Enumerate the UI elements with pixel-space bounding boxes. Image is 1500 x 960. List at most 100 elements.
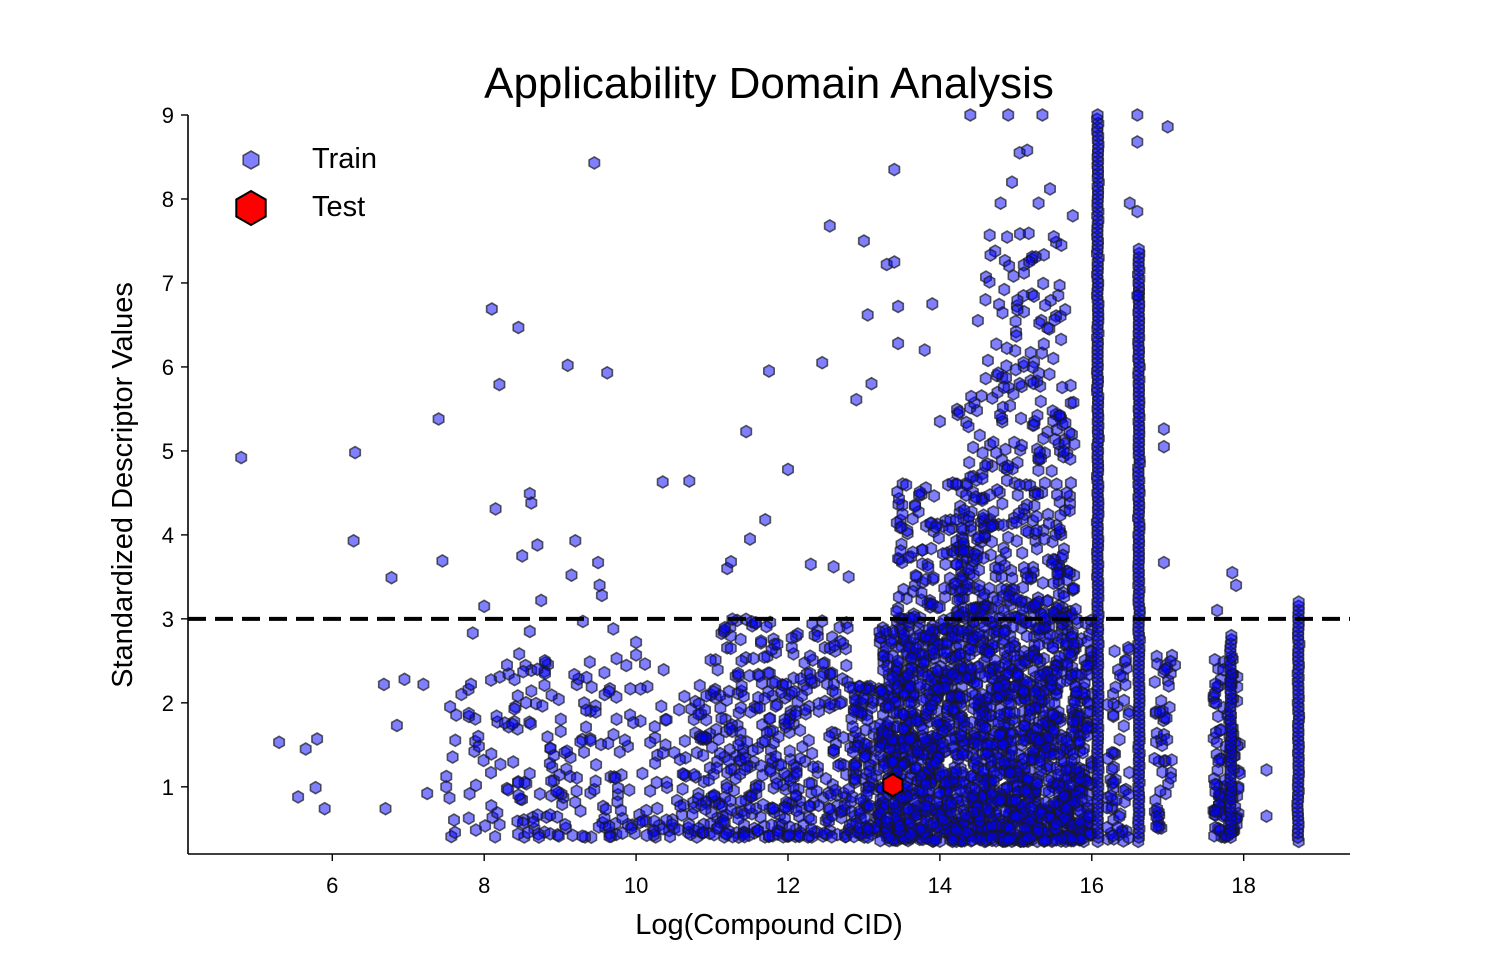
- train-point: [436, 553, 449, 568]
- train-point: [574, 734, 587, 749]
- train-point: [517, 664, 530, 679]
- train-point: [904, 679, 917, 694]
- train-point: [903, 695, 916, 710]
- train-point: [698, 703, 712, 717]
- train-point: [967, 440, 980, 455]
- train-point: [1060, 572, 1073, 587]
- x-tick-label: 18: [1231, 873, 1255, 898]
- train-point: [964, 108, 977, 122]
- train-point: [731, 666, 745, 681]
- train-point: [779, 800, 792, 815]
- legend-test-label: Test: [312, 191, 365, 223]
- train-point: [500, 658, 514, 673]
- train-point: [747, 651, 760, 666]
- train-point: [478, 599, 491, 614]
- train-point: [561, 358, 574, 373]
- train-point: [1017, 733, 1030, 748]
- train-point: [1050, 832, 1063, 847]
- train-point: [965, 769, 978, 784]
- train-point: [971, 313, 984, 328]
- train-point: [953, 405, 966, 419]
- train-point: [780, 677, 793, 692]
- train-point: [1211, 603, 1224, 618]
- train-point: [1260, 809, 1273, 824]
- train-point: [490, 709, 503, 724]
- train-point: [769, 749, 782, 764]
- train-point: [714, 701, 727, 716]
- train-point: [979, 371, 992, 386]
- train-point: [778, 811, 791, 826]
- train-point: [981, 353, 994, 368]
- x-tick-label: 16: [1080, 873, 1104, 898]
- train-point: [984, 519, 998, 534]
- train-point: [640, 828, 653, 843]
- train-point: [1157, 439, 1170, 454]
- train-point: [1068, 795, 1081, 810]
- train-point: [743, 801, 756, 816]
- train-point: [999, 804, 1012, 819]
- train-point: [1044, 181, 1056, 196]
- train-point: [603, 829, 616, 844]
- train-point: [950, 477, 964, 492]
- train-point: [992, 561, 1005, 576]
- train-point: [884, 633, 897, 648]
- train-point: [1157, 555, 1170, 570]
- train-point: [781, 462, 795, 477]
- train-point: [678, 689, 691, 704]
- train-point: [983, 274, 996, 289]
- train-point: [990, 337, 1003, 352]
- train-point: [1003, 765, 1016, 780]
- train-point: [743, 532, 757, 547]
- train-point: [649, 756, 662, 771]
- train-point: [595, 588, 608, 603]
- legend-train-marker: [242, 150, 260, 170]
- train-point: [650, 775, 663, 790]
- train-point: [765, 818, 778, 833]
- train-point: [489, 501, 502, 516]
- train-point: [1018, 719, 1031, 733]
- train-point: [1060, 485, 1073, 500]
- train-point: [656, 475, 669, 489]
- train-point: [1158, 662, 1171, 677]
- train-point: [656, 746, 670, 760]
- train-point: [578, 745, 591, 760]
- train-point: [512, 827, 525, 841]
- train-point: [802, 733, 815, 748]
- train-point: [580, 703, 593, 718]
- train-point: [311, 732, 324, 746]
- train-point: [1067, 714, 1080, 729]
- train-point: [789, 788, 802, 803]
- train-point: [1046, 640, 1059, 655]
- train-point: [1226, 565, 1239, 580]
- y-ticks: 1 2 3 4 5 6 7 8 9: [162, 103, 188, 800]
- train-point: [1058, 589, 1071, 604]
- train-point: [902, 802, 915, 817]
- train-point: [875, 684, 888, 699]
- train-point: [950, 512, 963, 527]
- train-point: [724, 793, 737, 808]
- train-point: [1107, 708, 1120, 722]
- train-point: [764, 711, 777, 726]
- train-point: [718, 620, 731, 635]
- train-point: [634, 681, 647, 696]
- train-point: [755, 634, 768, 649]
- train-point: [512, 320, 525, 335]
- train-point: [788, 684, 801, 699]
- train-point: [544, 807, 557, 822]
- train-point: [1070, 685, 1083, 700]
- train-point: [1069, 602, 1082, 617]
- train-point: [519, 695, 533, 710]
- train-point: [570, 770, 583, 785]
- train-point: [538, 678, 551, 693]
- y-tick-label: 2: [162, 691, 174, 716]
- train-point: [886, 670, 899, 685]
- train-point: [804, 557, 817, 572]
- train-point: [965, 389, 978, 404]
- train-point: [494, 757, 507, 772]
- train-point: [927, 570, 940, 585]
- y-tick-label: 9: [162, 103, 174, 128]
- train-point: [987, 773, 1000, 788]
- train-point: [827, 559, 840, 574]
- train-point: [1068, 581, 1081, 596]
- train-point: [897, 627, 910, 642]
